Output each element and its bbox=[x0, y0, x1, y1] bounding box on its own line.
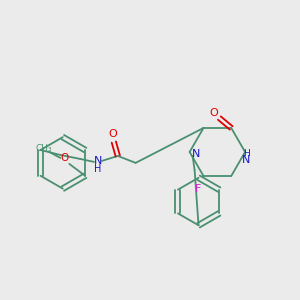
Text: H: H bbox=[94, 164, 102, 174]
Text: O: O bbox=[209, 108, 218, 118]
Text: N: N bbox=[191, 149, 200, 159]
Text: F: F bbox=[195, 184, 202, 194]
Text: O: O bbox=[60, 153, 68, 163]
Text: CH₃: CH₃ bbox=[35, 143, 52, 152]
Text: N: N bbox=[94, 156, 102, 166]
Text: N: N bbox=[242, 155, 250, 165]
Text: H: H bbox=[243, 148, 250, 158]
Text: O: O bbox=[109, 129, 117, 139]
